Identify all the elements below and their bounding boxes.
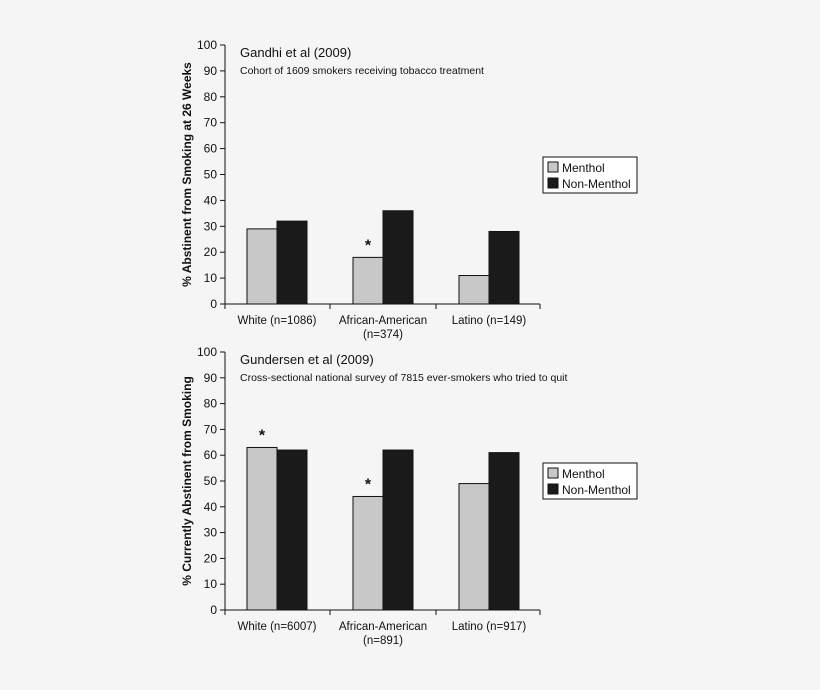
bar-menthol xyxy=(458,275,490,305)
y-tick-label: 70 xyxy=(204,116,218,130)
y-tick-label: 10 xyxy=(204,271,218,285)
y-tick-label: 20 xyxy=(204,551,218,565)
legend-label: Non-Menthol xyxy=(562,177,631,191)
bar-non-menthol xyxy=(276,449,308,611)
y-tick-label: 0 xyxy=(210,297,217,311)
significance-marker: * xyxy=(259,427,266,444)
bar-menthol xyxy=(352,495,384,611)
legend-swatch-non-menthol xyxy=(547,177,559,189)
bar-menthol xyxy=(458,483,490,611)
y-tick-label: 40 xyxy=(204,500,218,514)
bar-menthol xyxy=(246,228,278,305)
y-tick-label: 30 xyxy=(204,219,218,233)
legend-swatch-non-menthol xyxy=(547,483,559,495)
y-tick-label: 90 xyxy=(204,64,218,78)
chart-title: Gundersen et al (2009) xyxy=(240,352,374,367)
y-tick-label: 40 xyxy=(204,193,218,207)
legend-box xyxy=(542,462,638,500)
x-category-label: African-American xyxy=(339,315,427,327)
y-tick-label: 100 xyxy=(197,345,217,359)
legend-swatch-menthol xyxy=(547,467,559,479)
bar-non-menthol xyxy=(382,210,414,305)
x-category-label: Latino (n=149) xyxy=(452,315,527,327)
y-tick-label: 100 xyxy=(197,38,217,52)
x-category-label: African-American xyxy=(339,621,427,633)
y-tick-label: 60 xyxy=(204,142,218,156)
x-category-label: Latino (n=917) xyxy=(452,621,527,633)
y-tick-label: 50 xyxy=(204,168,218,182)
y-tick-label: 30 xyxy=(204,526,218,540)
bar-non-menthol xyxy=(488,230,520,305)
x-category-sublabel: (n=374) xyxy=(363,329,403,341)
x-category-label: White (n=6007) xyxy=(238,621,317,633)
y-tick-label: 60 xyxy=(204,448,218,462)
bar-non-menthol xyxy=(276,220,308,305)
chart-subtitle: Cross-sectional national survey of 7815 … xyxy=(240,372,567,384)
legend-swatch-menthol xyxy=(547,161,559,173)
y-tick-label: 0 xyxy=(210,603,217,617)
y-axis-title: % Abstinent from Smoking at 26 Weeks xyxy=(180,62,194,287)
y-tick-label: 80 xyxy=(204,90,218,104)
y-tick-label: 10 xyxy=(204,577,218,591)
x-category-label: White (n=1086) xyxy=(238,315,317,327)
y-tick-label: 90 xyxy=(204,371,218,385)
y-tick-label: 80 xyxy=(204,397,218,411)
bar-non-menthol xyxy=(488,452,520,611)
chart-subtitle: Cohort of 1609 smokers receiving tobacco… xyxy=(240,65,484,77)
legend-label: Menthol xyxy=(562,467,605,481)
bar-menthol xyxy=(352,256,384,305)
y-tick-label: 20 xyxy=(204,245,218,259)
y-tick-label: 50 xyxy=(204,474,218,488)
chart-title: Gandhi et al (2009) xyxy=(240,45,351,60)
y-tick-label: 70 xyxy=(204,422,218,436)
legend-box xyxy=(542,156,638,194)
significance-marker: * xyxy=(365,237,372,254)
x-category-sublabel: (n=891) xyxy=(363,635,403,647)
y-axis-title: % Currently Abstinent from Smoking xyxy=(180,376,194,586)
significance-marker: * xyxy=(365,476,372,493)
bar-menthol xyxy=(246,446,278,611)
legend-label: Non-Menthol xyxy=(562,483,631,497)
bar-non-menthol xyxy=(382,449,414,611)
legend-label: Menthol xyxy=(562,161,605,175)
